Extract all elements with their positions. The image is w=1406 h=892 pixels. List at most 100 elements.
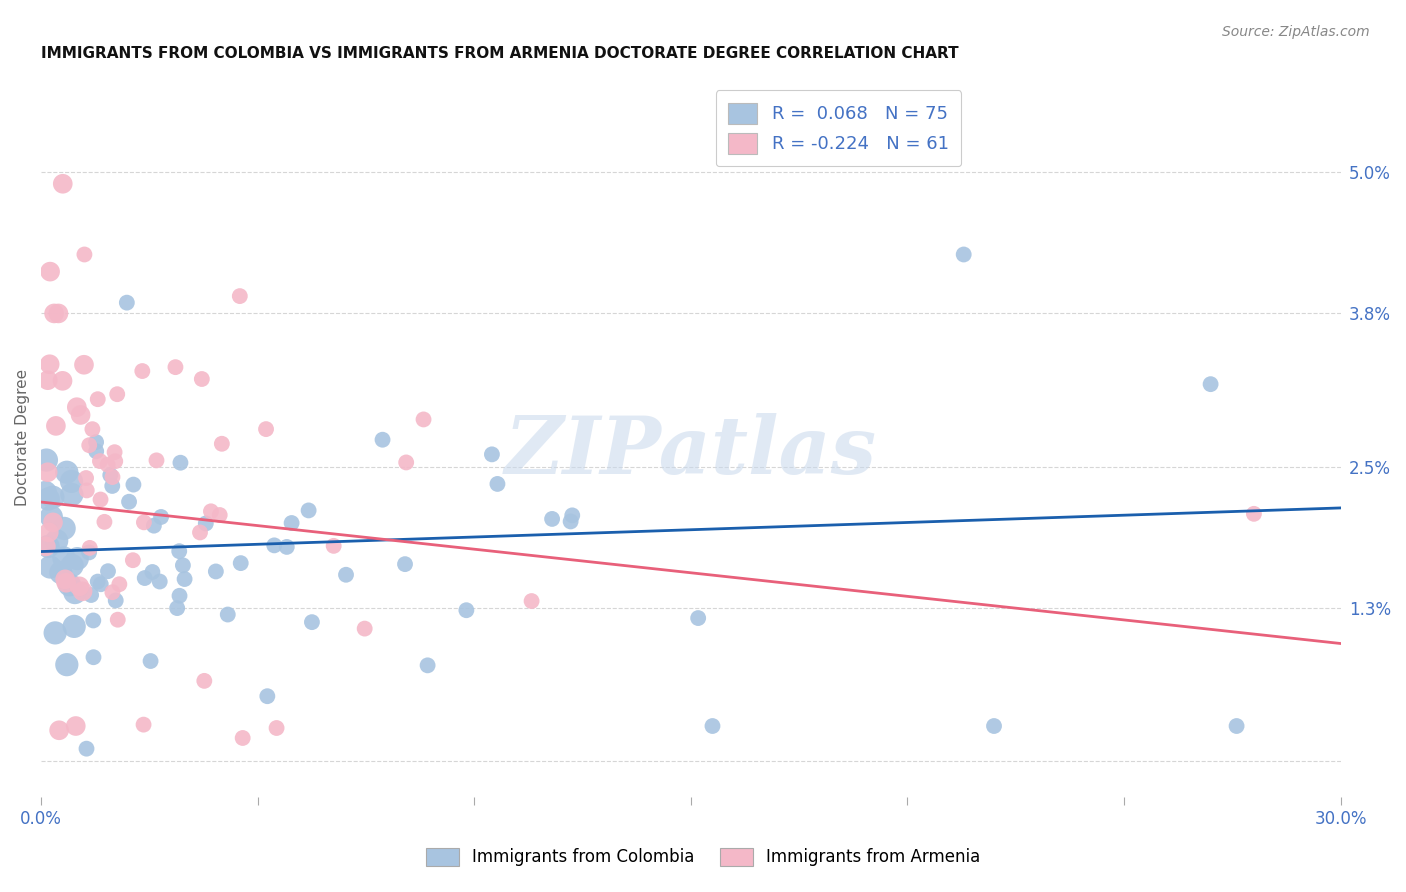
- Point: [84, 435, 107, 450]
- Point: [217, 607, 239, 622]
- Point: [232, 731, 254, 745]
- Point: [122, 477, 145, 491]
- Point: [108, 577, 131, 591]
- Point: [104, 445, 127, 459]
- Point: [98, 468, 121, 483]
- Point: [298, 503, 321, 517]
- Point: [37, 492, 59, 507]
- Point: [73, 247, 96, 261]
- Point: [65, 719, 87, 733]
- Point: [60, 475, 83, 489]
- Point: [263, 538, 285, 552]
- Point: [35, 540, 58, 554]
- Point: [53, 572, 76, 586]
- Y-axis label: Doctorate Degree: Doctorate Degree: [15, 368, 30, 506]
- Point: [97, 458, 120, 472]
- Point: [56, 465, 79, 479]
- Point: [72, 584, 94, 599]
- Point: [688, 611, 710, 625]
- Point: [39, 509, 62, 524]
- Point: [416, 658, 439, 673]
- Point: [87, 574, 110, 589]
- Point: [169, 589, 191, 603]
- Point: [173, 572, 195, 586]
- Point: [42, 490, 65, 504]
- Point: [211, 436, 233, 450]
- Point: [115, 295, 138, 310]
- Point: [75, 471, 97, 485]
- Point: [139, 654, 162, 668]
- Point: [52, 177, 75, 191]
- Legend: R =  0.068   N = 75, R = -0.224   N = 61: R = 0.068 N = 75, R = -0.224 N = 61: [716, 90, 962, 166]
- Point: [134, 571, 156, 585]
- Point: [395, 455, 418, 469]
- Point: [38, 357, 60, 371]
- Point: [34, 485, 56, 500]
- Point: [69, 408, 91, 422]
- Point: [67, 579, 90, 593]
- Point: [60, 558, 83, 573]
- Point: [58, 578, 80, 592]
- Point: [80, 588, 103, 602]
- Point: [520, 594, 543, 608]
- Point: [335, 567, 357, 582]
- Point: [1243, 507, 1265, 521]
- Point: [322, 539, 344, 553]
- Legend: Immigrants from Colombia, Immigrants from Armenia: Immigrants from Colombia, Immigrants fro…: [419, 841, 987, 873]
- Point: [39, 265, 62, 279]
- Point: [1226, 719, 1249, 733]
- Point: [205, 565, 228, 579]
- Point: [79, 541, 101, 555]
- Point: [87, 392, 110, 407]
- Point: [952, 247, 974, 261]
- Point: [76, 483, 98, 498]
- Point: [191, 372, 214, 386]
- Point: [82, 614, 104, 628]
- Point: [194, 516, 217, 531]
- Point: [561, 508, 583, 523]
- Point: [104, 454, 127, 468]
- Point: [132, 717, 155, 731]
- Point: [560, 515, 582, 529]
- Point: [122, 553, 145, 567]
- Point: [49, 566, 72, 580]
- Point: [149, 574, 172, 589]
- Point: [200, 504, 222, 518]
- Point: [42, 306, 65, 320]
- Point: [104, 593, 127, 607]
- Point: [983, 719, 1005, 733]
- Point: [229, 289, 252, 303]
- Point: [132, 516, 155, 530]
- Point: [412, 412, 434, 426]
- Point: [486, 477, 509, 491]
- Point: [44, 626, 66, 640]
- Point: [165, 360, 187, 375]
- Point: [1199, 377, 1222, 392]
- Point: [276, 540, 298, 554]
- Point: [266, 721, 288, 735]
- Point: [45, 418, 67, 433]
- Point: [118, 494, 141, 508]
- Point: [77, 438, 100, 452]
- Point: [301, 615, 323, 629]
- Point: [60, 487, 83, 501]
- Point: [51, 374, 73, 388]
- Point: [145, 453, 167, 467]
- Point: [82, 422, 104, 436]
- Point: [150, 510, 173, 524]
- Point: [141, 565, 163, 579]
- Point: [48, 723, 70, 738]
- Point: [353, 622, 375, 636]
- Point: [172, 558, 194, 573]
- Point: [169, 456, 191, 470]
- Point: [167, 544, 190, 558]
- Point: [208, 508, 231, 522]
- Point: [89, 454, 111, 468]
- Point: [42, 516, 65, 530]
- Point: [142, 518, 165, 533]
- Point: [48, 306, 70, 320]
- Point: [52, 551, 75, 566]
- Point: [35, 453, 58, 467]
- Point: [55, 575, 77, 590]
- Point: [66, 551, 89, 566]
